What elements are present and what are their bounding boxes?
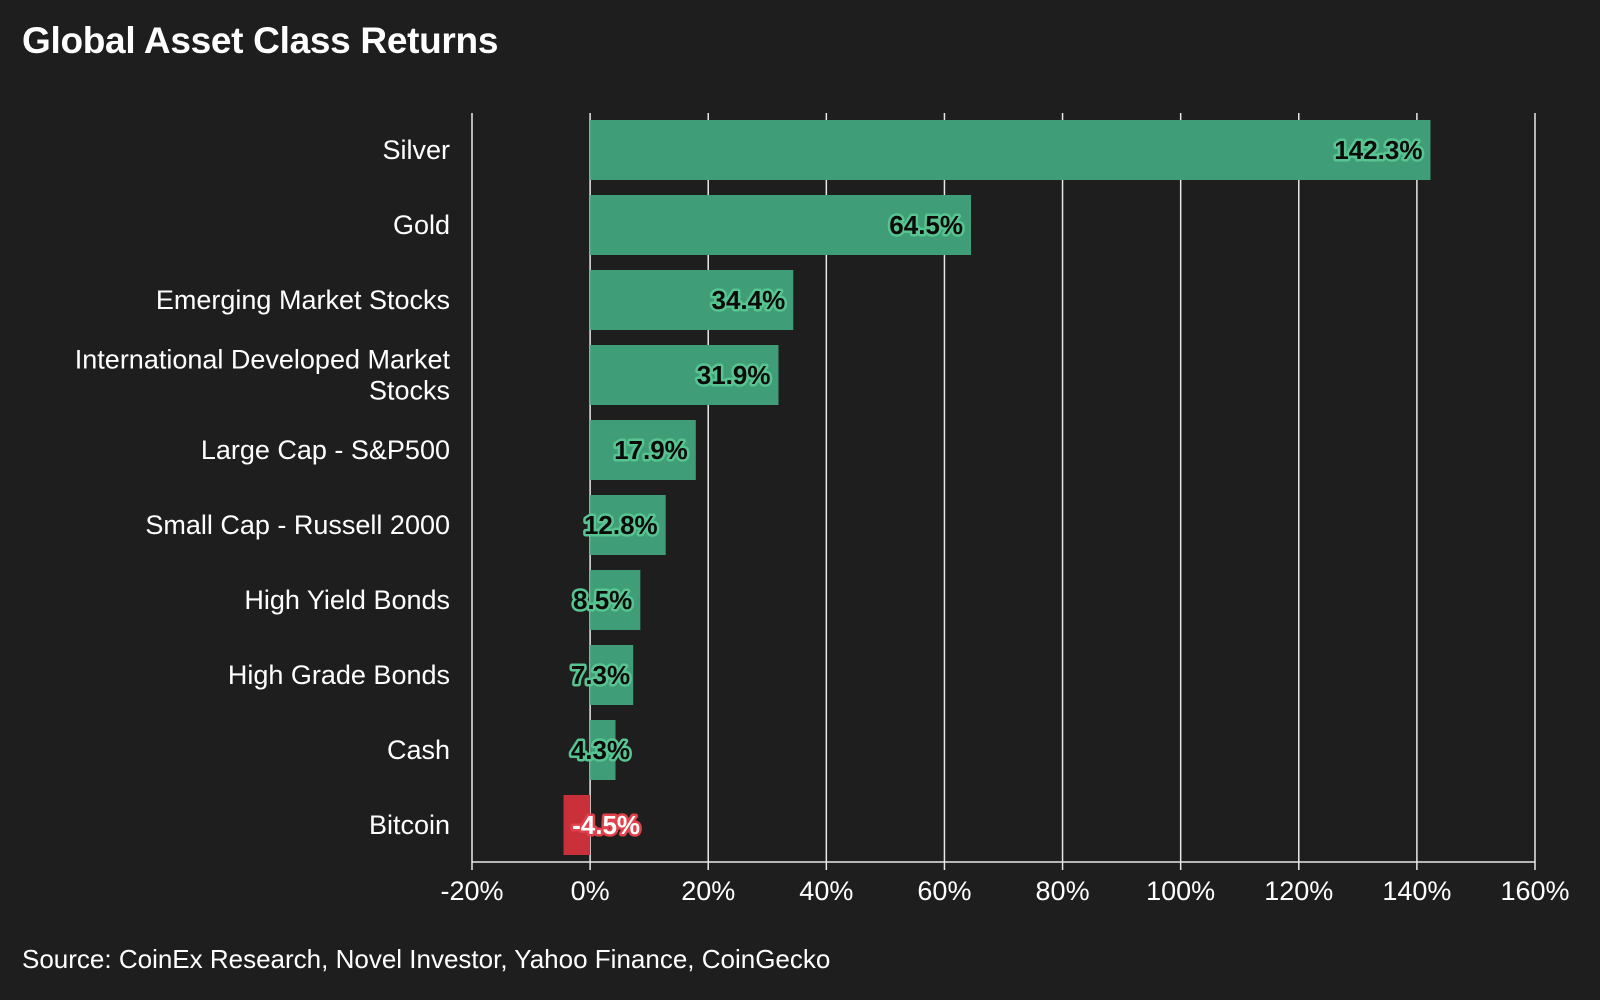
category-label-line: High Grade Bonds xyxy=(228,660,450,690)
x-tick-label: -20% xyxy=(440,876,503,906)
bar-value-label: 7.3% xyxy=(571,660,630,690)
source-note: Source: CoinEx Research, Novel Investor,… xyxy=(22,944,831,974)
category-label: Cash xyxy=(387,735,450,765)
category-label: International Developed Market Stocks xyxy=(75,345,451,406)
category-label-line: Emerging Market Stocks xyxy=(156,285,450,315)
category-label: Silver xyxy=(382,135,450,165)
bar xyxy=(590,120,1431,180)
category-label: High Grade Bonds xyxy=(228,660,450,690)
bar-value-label: 142.3% xyxy=(1334,135,1422,165)
category-label-line: Small Cap - Russell 2000 xyxy=(145,510,450,540)
bar-value-label: 4.3% xyxy=(571,735,630,765)
bar xyxy=(590,420,696,480)
x-tick-label: 40% xyxy=(799,876,853,906)
bar-value-label: 17.9% xyxy=(614,435,688,465)
category-label: Small Cap - Russell 2000 xyxy=(145,510,450,540)
category-label-line: Cash xyxy=(387,735,450,765)
bar-value-label: 8.5% xyxy=(573,585,632,615)
chart-title: Global Asset Class Returns xyxy=(22,20,499,61)
category-labels: Silver Gold Emerging Market Stocks Internat… xyxy=(75,135,451,840)
category-label-line: International Developed Market xyxy=(75,345,451,375)
x-tick-label: 100% xyxy=(1146,876,1215,906)
x-tick-label: 20% xyxy=(681,876,735,906)
bar-value-label: -4.5% xyxy=(572,810,640,840)
x-tick-label: 160% xyxy=(1500,876,1569,906)
category-label: Large Cap - S&P500 xyxy=(201,435,450,465)
bars xyxy=(563,120,1431,855)
x-tick-label: 140% xyxy=(1382,876,1451,906)
category-label: Emerging Market Stocks xyxy=(156,285,450,315)
category-label: High Yield Bonds xyxy=(244,585,450,615)
bar xyxy=(590,270,794,330)
category-label: Bitcoin xyxy=(369,810,450,840)
x-axis: -20% 0% 20% 40% 60% 80% 100% 120% 140% 160% xyxy=(440,861,1570,906)
bar xyxy=(590,495,666,555)
bar xyxy=(590,195,972,255)
category-label-line: Gold xyxy=(393,210,450,240)
category-label: Gold xyxy=(393,210,450,240)
bar-value-label: 12.8% xyxy=(584,510,658,540)
bar-value-label: 34.4% xyxy=(712,285,786,315)
category-label-line: Silver xyxy=(382,135,450,165)
x-tick-label: 80% xyxy=(1036,876,1090,906)
category-label-line: Large Cap - S&P500 xyxy=(201,435,450,465)
x-tick-label: 0% xyxy=(571,876,610,906)
x-tick-label: 60% xyxy=(917,876,971,906)
bar xyxy=(590,720,616,780)
bar-chart: 142.3% 64.5% 34.4% 31.9% 17.9% 12.8% 8.5% 7.3% 4… xyxy=(75,113,1570,906)
bar xyxy=(563,795,591,855)
category-label-line: Stocks xyxy=(369,376,450,406)
bar xyxy=(590,570,641,630)
value-labels: 142.3% 64.5% 34.4% 31.9% 17.9% 12.8% 8.5% 7.3% 4… xyxy=(568,133,1425,843)
bar xyxy=(590,645,634,705)
category-label-line: Bitcoin xyxy=(369,810,450,840)
bar-value-label: 64.5% xyxy=(889,210,963,240)
category-label-line: High Yield Bonds xyxy=(244,585,450,615)
x-tick-label: 120% xyxy=(1264,876,1333,906)
bar-value-label: 31.9% xyxy=(697,360,771,390)
bar xyxy=(590,345,779,405)
